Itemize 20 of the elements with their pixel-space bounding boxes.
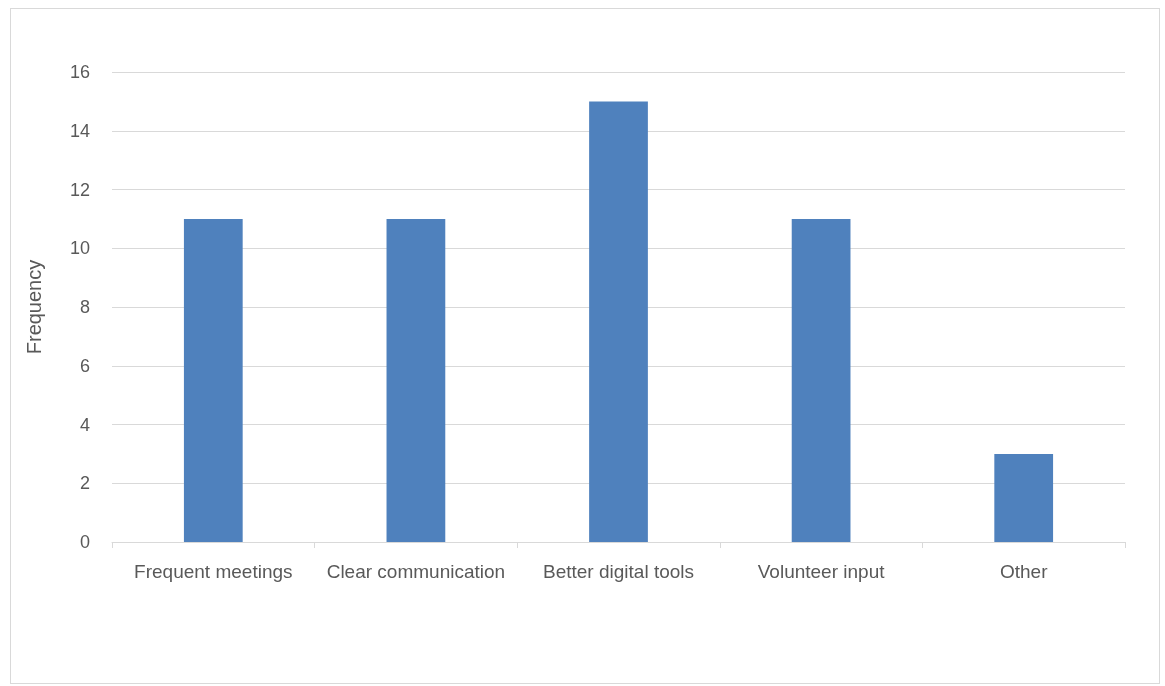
bar [791,218,851,542]
y-tick-label: 16 [69,62,90,82]
y-tick-label: 10 [69,238,90,259]
y-tick-label: 0 [79,532,90,552]
y-tick-label: 4 [79,414,90,435]
x-tick-label: Frequent meetings [134,560,293,582]
x-tick-label: Better digital tools [542,560,695,582]
bar [386,218,446,542]
x-tick-label: Clear communication [326,560,506,582]
y-tick-label: 8 [79,297,90,317]
bar [994,453,1054,542]
y-tick-label: 12 [69,179,90,200]
bar [589,101,648,542]
x-tick-label: Other [999,560,1049,582]
y-tick-label: 6 [79,355,90,376]
y-axis-title: Frequency [23,259,45,355]
y-tick-label: 2 [79,473,90,494]
bar [183,218,243,542]
y-tick-label: 14 [69,120,90,141]
x-tick-label: Volunteer input [757,560,886,582]
